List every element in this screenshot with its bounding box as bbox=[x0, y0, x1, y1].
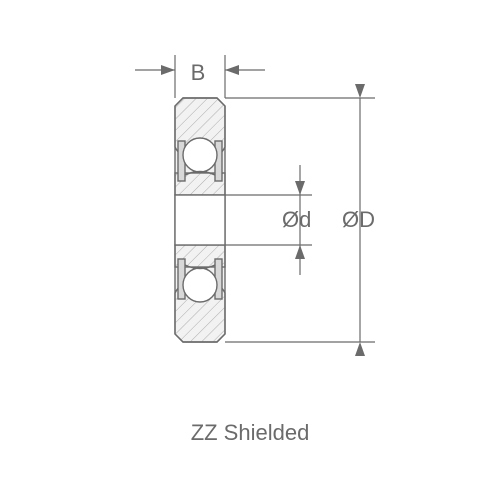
dim-b-label: B bbox=[191, 60, 206, 85]
diagram-stage: B Ød ØD ZZ Shielded bbox=[0, 0, 500, 500]
dim-D-label: ØD bbox=[342, 207, 375, 232]
ball-lower bbox=[183, 268, 217, 302]
dim-D-arrow-t bbox=[355, 84, 365, 98]
caption: ZZ Shielded bbox=[0, 420, 500, 446]
dim-d-arrow-t bbox=[295, 181, 305, 195]
dim-d-arrow-b bbox=[295, 245, 305, 259]
dim-b-arrow-l bbox=[161, 65, 175, 75]
bore bbox=[175, 195, 225, 245]
dim-b-arrow-r bbox=[225, 65, 239, 75]
ball-upper bbox=[183, 138, 217, 172]
dim-D-arrow-b bbox=[355, 342, 365, 356]
dim-d-label: Ød bbox=[282, 207, 311, 232]
